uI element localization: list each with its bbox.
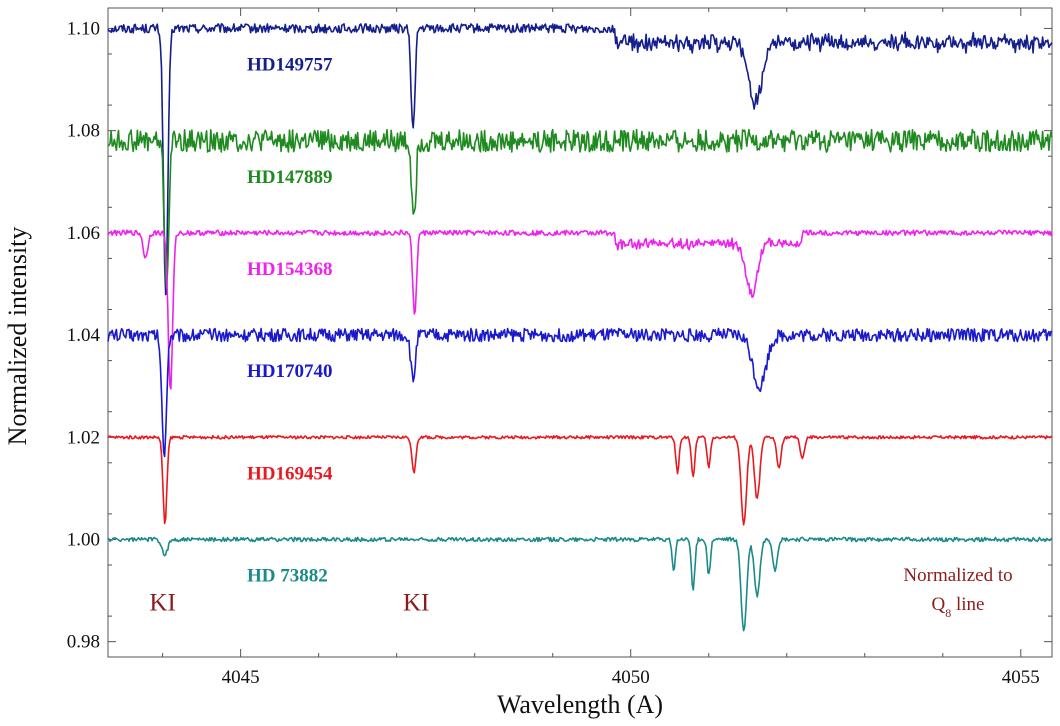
y-tick-label: 1.08 — [67, 121, 100, 142]
normalization-note-line2: Q8 line — [932, 594, 985, 620]
y-tick-label: 1.02 — [67, 427, 100, 448]
series-labels: HD149757 HD147889 HD154368 HD170740 HD169454… — [247, 54, 333, 586]
series-label: HD149757 — [247, 54, 333, 75]
y-tick-label: 0.98 — [67, 632, 100, 653]
series-lines — [107, 23, 1053, 632]
y-tick-label: 1.10 — [67, 18, 100, 39]
series-line — [107, 23, 1053, 296]
series-label: HD169454 — [247, 463, 333, 484]
series-line — [107, 536, 1053, 632]
annotations: KI KI — [149, 589, 429, 616]
series-label: HD147889 — [247, 167, 333, 188]
x-axis-title: Wavelength (A) — [497, 690, 663, 719]
x-tick-label: 4045 — [222, 667, 260, 688]
ki-annotation: KI — [149, 589, 175, 616]
x-axis-ticks: 4045 4050 4055 — [162, 8, 1040, 688]
y-tick-label: 1.00 — [67, 529, 100, 550]
y-axis-ticks: 0.98 1.00 1.02 1.04 1.06 1.08 1.10 — [67, 18, 1052, 653]
series-line — [107, 229, 1053, 390]
series-line — [107, 327, 1053, 458]
plot-frame — [107, 7, 1053, 658]
series-label: HD 73882 — [247, 565, 328, 586]
normalization-note: Normalized to — [903, 565, 1012, 586]
x-tick-label: 4055 — [1002, 667, 1040, 688]
series-line — [107, 128, 1053, 290]
series-label: HD154368 — [247, 259, 333, 280]
ki-annotation: KI — [403, 589, 429, 616]
x-tick-label: 4050 — [612, 667, 650, 688]
y-tick-label: 1.04 — [67, 325, 101, 346]
y-axis-title: Normalized intensity — [3, 227, 32, 446]
series-label: HD170740 — [247, 361, 333, 382]
y-tick-label: 1.06 — [67, 223, 100, 244]
series-line — [107, 434, 1053, 526]
